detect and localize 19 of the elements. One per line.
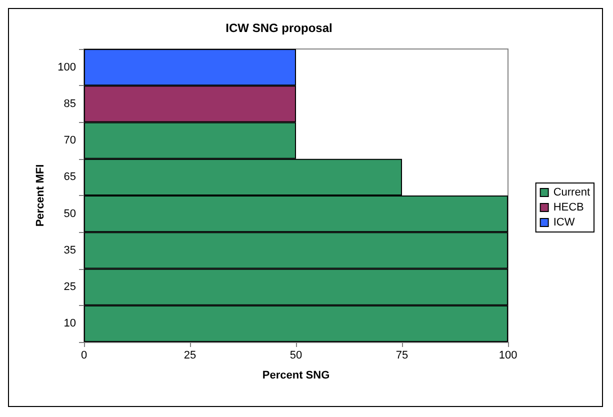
x-tick-label: 25 <box>184 350 196 362</box>
legend-label: ICW <box>553 216 576 228</box>
y-tick-label: 35 <box>64 244 76 256</box>
x-axis-title: Percent SNG <box>262 370 330 382</box>
x-tick-label: 50 <box>290 350 302 362</box>
legend-label: Current <box>553 186 590 198</box>
y-tick-label: 85 <box>64 98 76 110</box>
y-tick-label: 100 <box>58 61 76 74</box>
y-tick-label: 65 <box>64 171 76 184</box>
y-tick-label: 10 <box>64 318 76 330</box>
y-axis-title: Percent MFI <box>34 164 46 227</box>
x-tick-label: 0 <box>80 350 88 362</box>
y-tick-label: 25 <box>64 281 76 294</box>
x-tick-label: 75 <box>396 350 408 362</box>
chart-title: ICW SNG proposal <box>226 21 332 35</box>
x-tick-label: 100 <box>498 350 518 362</box>
y-tick-label: 50 <box>64 208 76 220</box>
y-tick-label: 70 <box>64 134 76 147</box>
legend-label: HECB <box>553 202 584 214</box>
